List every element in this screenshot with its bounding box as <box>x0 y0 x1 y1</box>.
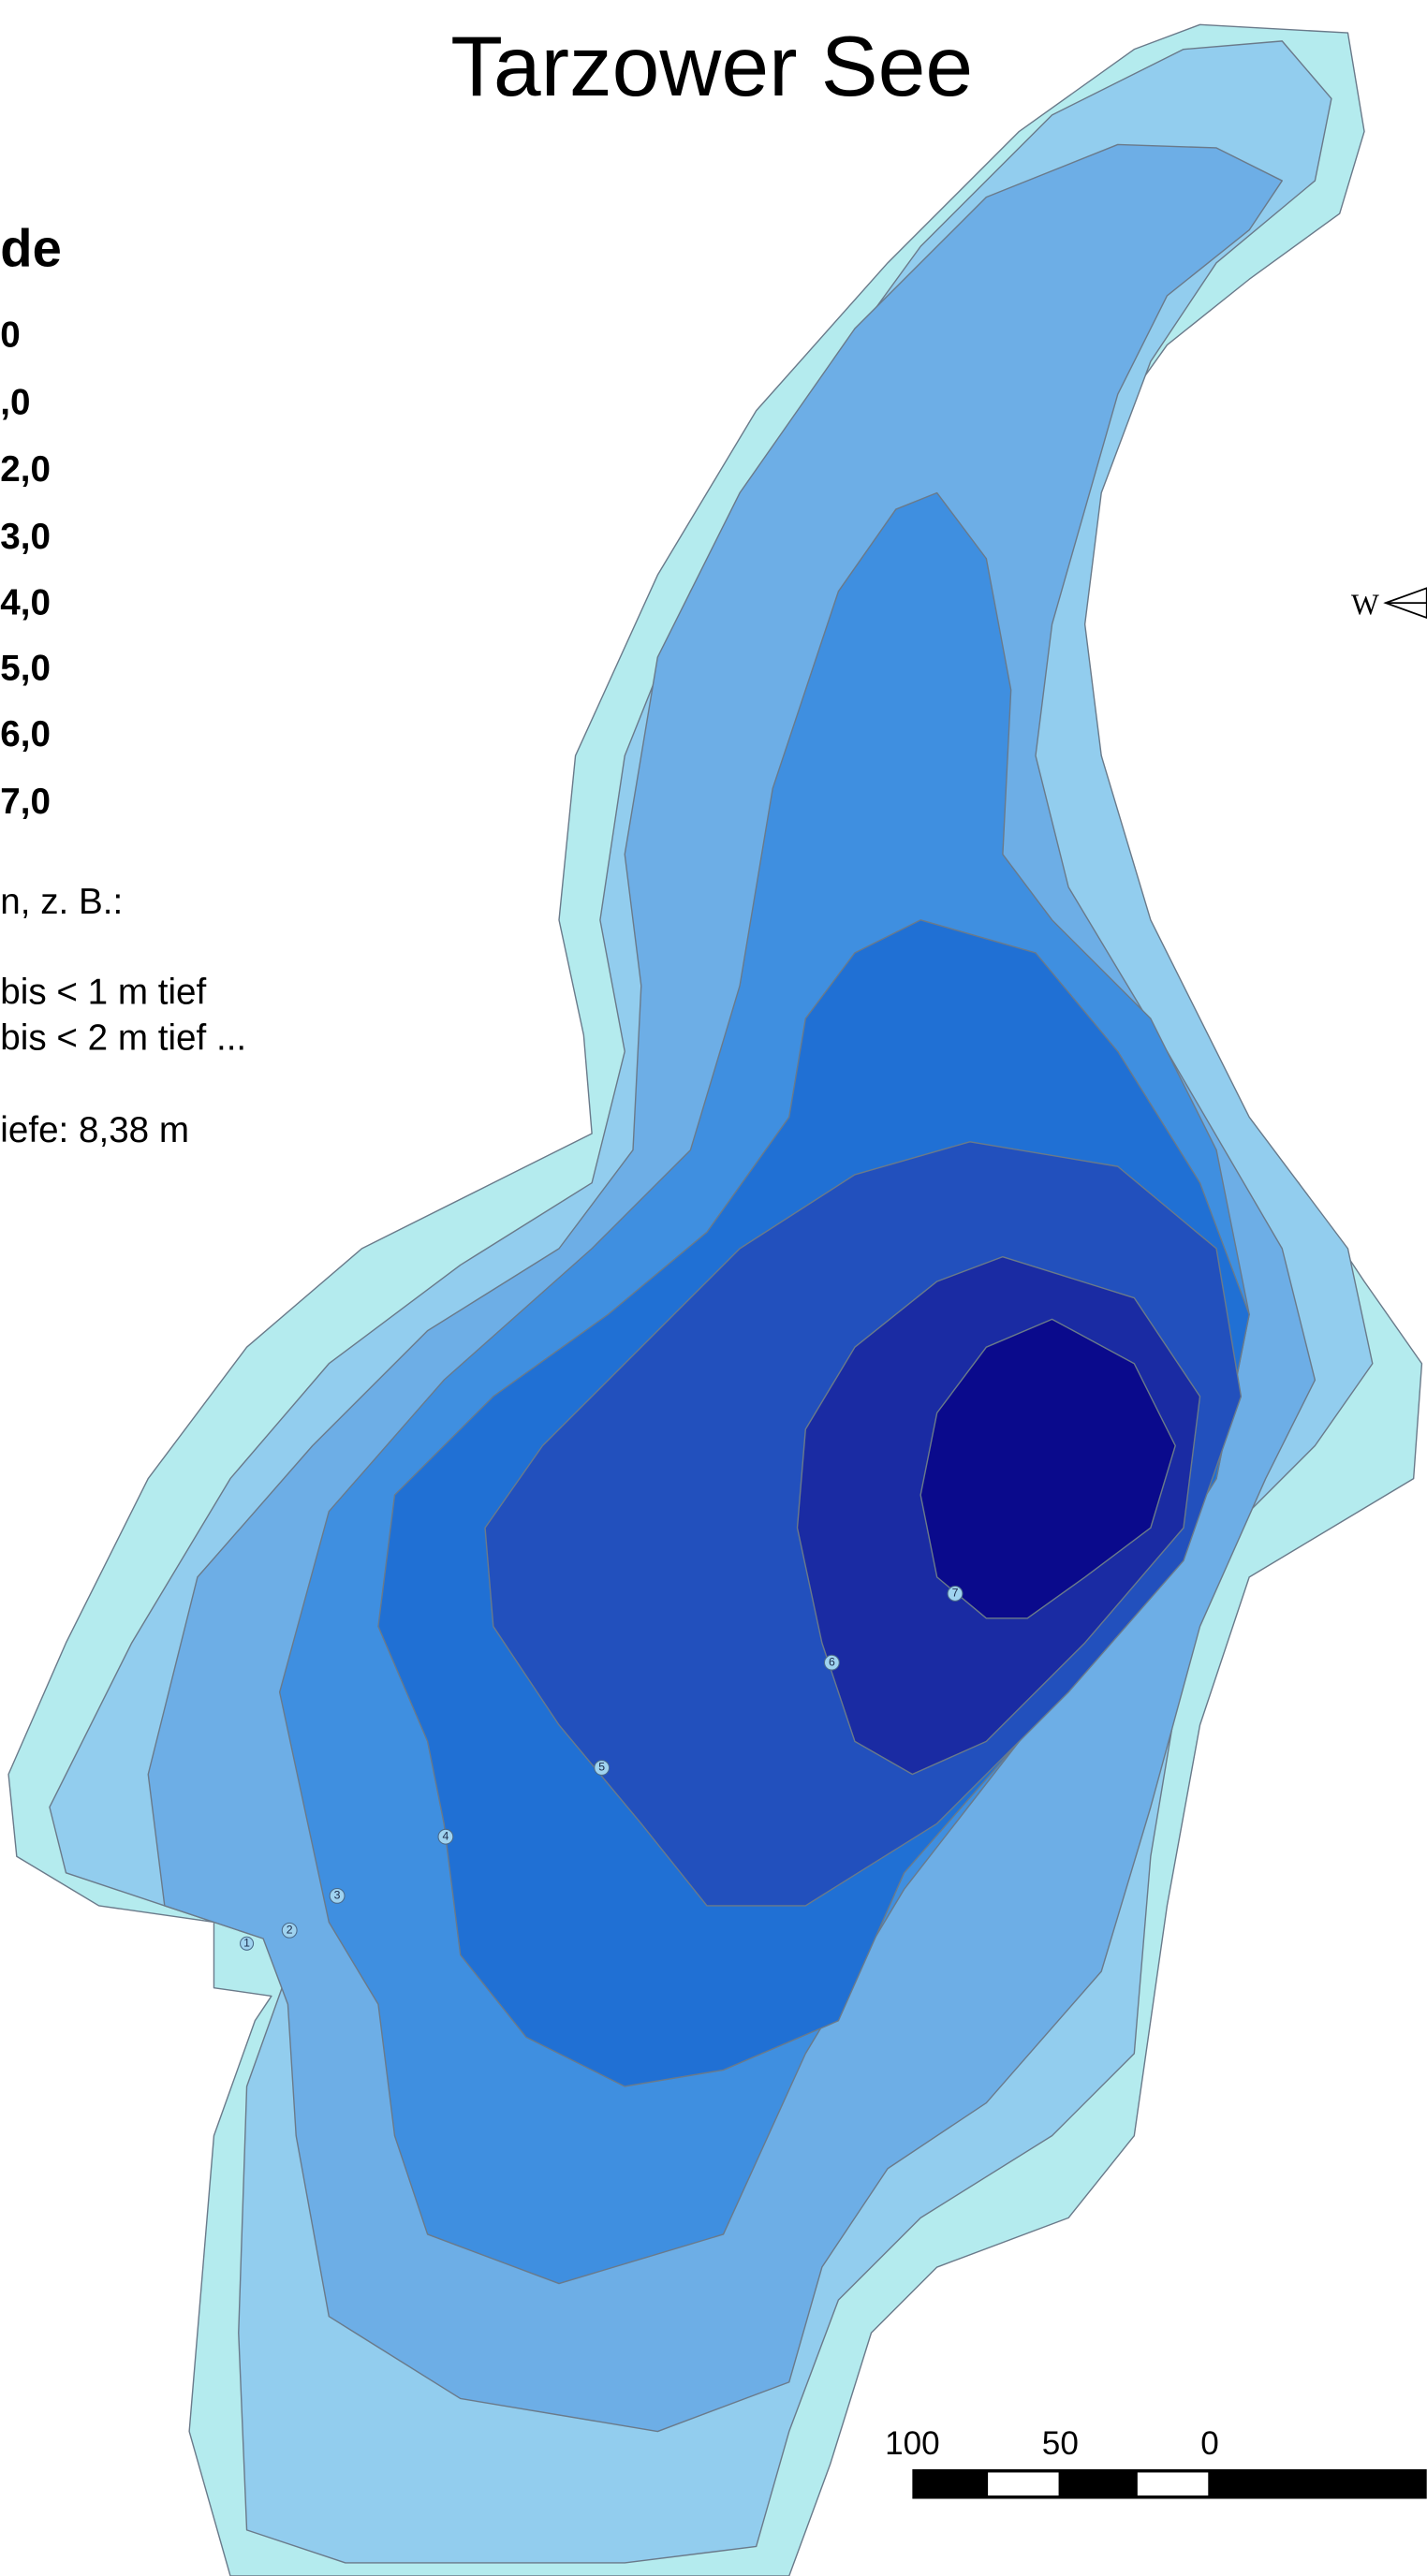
legend-note: bis < 2 m tief ... <box>0 1018 246 1059</box>
depth-zone-7 <box>919 1318 1176 1619</box>
legend-item: 3,0 <box>0 517 51 557</box>
legend-title: de <box>0 218 62 277</box>
legend-note: bis < 1 m tief <box>0 972 206 1012</box>
contour-labels: 1 2 3 4 5 6 7 <box>240 1586 964 1951</box>
legend-item: ,0 <box>0 382 30 422</box>
legend-note: n, z. B.: <box>0 882 123 922</box>
contour-label-bg <box>437 1828 454 1845</box>
contour-label-bg <box>281 1922 298 1939</box>
legend-item: 6,0 <box>0 714 51 754</box>
contour-label: 7 <box>952 1587 959 1600</box>
legend-item: 2,0 <box>0 449 51 490</box>
scale-label: 100 <box>885 2425 940 2462</box>
scale-segment <box>1137 2472 1209 2496</box>
contour-label-bg <box>823 1654 840 1671</box>
legend-item: 0 <box>0 315 20 355</box>
contour-label: 1 <box>243 1937 250 1950</box>
contour-label: 2 <box>287 1923 293 1936</box>
contour-label: 3 <box>334 1889 341 1902</box>
scale-label: 0 <box>1200 2425 1219 2462</box>
map-title: Tarzower See <box>450 19 973 114</box>
contour-label-bg <box>329 1887 346 1904</box>
contour-label: 6 <box>829 1655 835 1668</box>
scale-label: 50 <box>1042 2425 1079 2462</box>
legend-note: iefe: 8,38 m <box>0 1110 189 1150</box>
scale-bar: 100 50 0 <box>885 2425 1427 2499</box>
contour-label: 4 <box>443 1829 449 1842</box>
contour-label-bg <box>947 1586 964 1602</box>
scale-segment <box>988 2472 1059 2496</box>
legend-item: 5,0 <box>0 649 51 689</box>
legend-item: 4,0 <box>0 582 51 622</box>
compass-label: W <box>1351 588 1379 621</box>
contour-label-bg <box>240 1936 255 1951</box>
contour-label-bg <box>594 1760 611 1776</box>
contour-label: 5 <box>598 1761 605 1774</box>
lake-depth-contours <box>7 23 1423 2576</box>
legend-item: 7,0 <box>0 782 51 822</box>
